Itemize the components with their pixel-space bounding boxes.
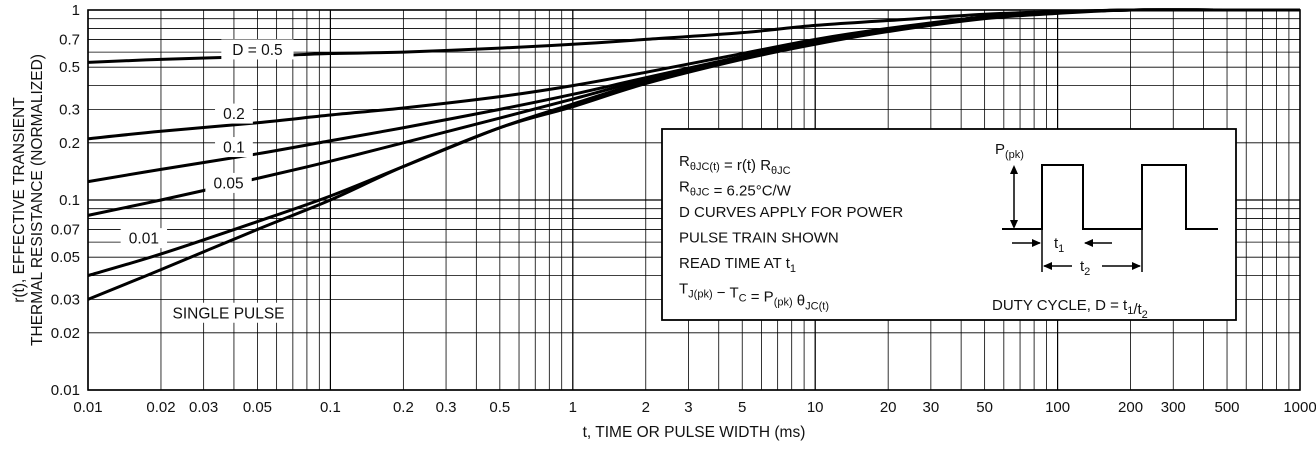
- series-label-0: D = 0.5: [232, 42, 282, 59]
- arrowhead-right: [1132, 262, 1141, 270]
- arrowhead-left: [1043, 262, 1052, 270]
- annotation-frame: [661, 128, 1237, 321]
- x-tick-label: 30: [923, 399, 940, 416]
- x-tick-label: 0.3: [436, 399, 457, 416]
- y-tick-label: 0.3: [59, 101, 80, 118]
- series-line-5: [87, 8, 1300, 301]
- pulse-peak-label: P(pk): [995, 141, 1024, 161]
- y-tick-label: 0.5: [59, 59, 80, 76]
- series-label-5: SINGLE PULSE: [173, 305, 285, 322]
- t1-label: t1: [1054, 235, 1064, 255]
- y-tick-label: 1: [72, 2, 80, 19]
- annotation-line-5: TJ(pk) − TC = P(pk) θJC(t): [679, 281, 829, 313]
- series-label-bg: [120, 228, 168, 249]
- arrowhead-left: [1084, 239, 1093, 247]
- series-line-1: [87, 8, 1300, 141]
- annotation-line-2: D CURVES APPLY FOR POWER: [679, 204, 903, 221]
- y-tick-label: 0.7: [59, 31, 80, 48]
- x-tick-label: 5: [738, 399, 746, 416]
- y-tick-label: 0.2: [59, 135, 80, 152]
- annotation-line-0: RθJC(t) = r(t) RθJC: [679, 153, 791, 177]
- series-label-bg: [205, 172, 252, 193]
- arrowhead-up: [1010, 165, 1018, 174]
- curves: [87, 8, 1300, 301]
- pulse-train: [1002, 164, 1218, 230]
- y-tick-label: 0.03: [51, 291, 80, 308]
- series-label-bg: [221, 39, 294, 60]
- x-tick-label: 0.02: [146, 399, 175, 416]
- x-tick-label: 50: [976, 399, 993, 416]
- x-tick-label: 1: [569, 399, 577, 416]
- x-axis-title: t, TIME OR PULSE WIDTH (ms): [583, 424, 806, 441]
- y-axis-title-line2: THERMAL RESISTANCE (NORMALIZED): [29, 54, 46, 346]
- series-label-bg: [215, 137, 253, 158]
- x-tick-label: 0.01: [73, 399, 102, 416]
- arrowhead-right: [1032, 239, 1041, 247]
- t2-label: t2: [1080, 258, 1090, 278]
- y-tick-label: 0.02: [51, 325, 80, 342]
- x-tick-label: 0.5: [489, 399, 510, 416]
- y-tick-label: 0.01: [51, 382, 80, 399]
- x-tick-label: 3: [684, 399, 692, 416]
- x-tick-label: 300: [1161, 399, 1186, 416]
- x-tick-label: 0.1: [320, 399, 341, 416]
- series-label-2: 0.1: [223, 140, 245, 157]
- annotation-line-4: READ TIME AT t1: [679, 255, 796, 275]
- x-tick-label: 10: [807, 399, 824, 416]
- x-tick-label: 1000: [1283, 399, 1316, 416]
- y-axis-title-line1: r(t), EFFECTIVE TRANSIENT: [11, 97, 28, 303]
- tick-labels: 0.01 0.02 0.03 0.05 0.1 0.2 0.3 0.5 1 2 3 5 10 20 30 50…: [51, 2, 1316, 416]
- x-tick-label: 20: [880, 399, 897, 416]
- annotation-line-1: RθJC = 6.25°C/W: [679, 179, 792, 200]
- curve-labels: D = 0.5 0.2 0.1 0.05 0.01 SINGLE PULSE: [120, 39, 294, 323]
- arrowhead-down: [1010, 220, 1018, 229]
- annotation-line-3: PULSE TRAIN SHOWN: [679, 230, 839, 247]
- duty-cycle-label: DUTY CYCLE, D = t1/t2: [992, 297, 1148, 321]
- series-label-bg: [215, 103, 253, 124]
- y-tick-label: 0.07: [51, 221, 80, 238]
- series-label-3: 0.05: [213, 175, 243, 192]
- plot-frame: [87, 9, 1301, 391]
- x-tick-label: 2: [642, 399, 650, 416]
- x-tick-label: 0.05: [243, 399, 272, 416]
- x-tick-label: 0.2: [393, 399, 414, 416]
- x-tick-label: 500: [1215, 399, 1240, 416]
- y-tick-label: 0.05: [51, 249, 80, 266]
- y-tick-label: 0.1: [59, 192, 80, 209]
- x-tick-label: 100: [1045, 399, 1070, 416]
- series-label-1: 0.2: [223, 106, 245, 123]
- series-label-4: 0.01: [129, 231, 159, 248]
- x-tick-label: 0.03: [189, 399, 218, 416]
- series-label-bg: [170, 302, 287, 323]
- x-tick-label: 200: [1118, 399, 1143, 416]
